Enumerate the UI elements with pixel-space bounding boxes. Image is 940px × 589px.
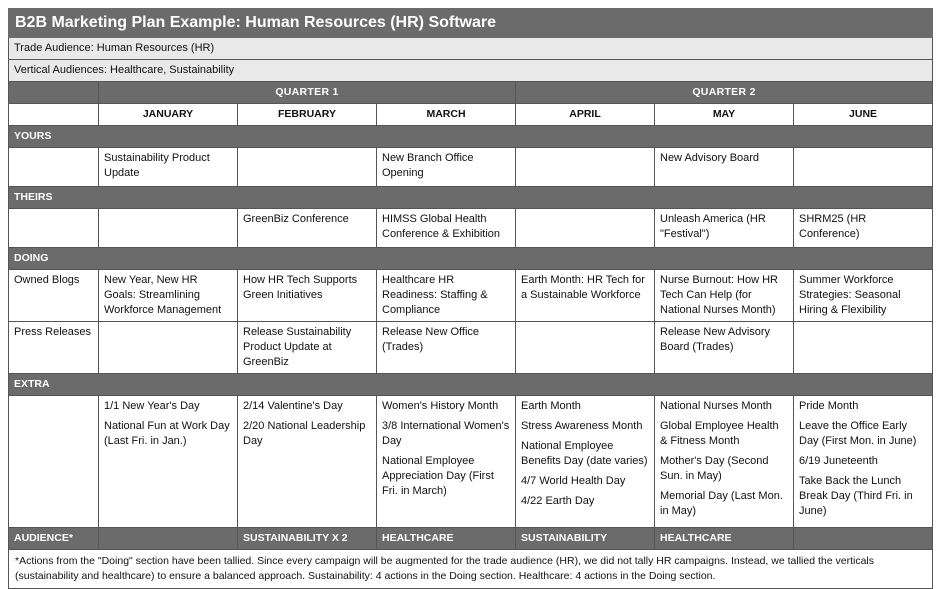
table-cell	[792, 321, 934, 374]
list-item: Women's History Month	[382, 400, 499, 412]
list-item: Earth Month	[521, 400, 581, 412]
table-cell: New Year, New HR Goals: Streamlining Wor…	[98, 269, 238, 322]
quarter-header-row: QUARTER 1 QUARTER 2	[8, 81, 934, 104]
section-label: EXTRA	[7, 373, 934, 396]
list-item: Take Back the Lunch Break Day (Third Fri…	[799, 475, 913, 517]
list-item: 2/14 Valentine's Day	[243, 400, 343, 412]
list-item: Leave the Office Early Day (First Mon. i…	[799, 420, 917, 447]
table-cell: HIMSS Global Health Conference & Exhibit…	[376, 208, 516, 248]
table-cell	[98, 208, 238, 248]
table-cell: SUSTAINABILITY X 2	[237, 527, 377, 550]
table-cell: Women's History Month 3/8 International …	[376, 395, 516, 528]
row-label: Owned Blogs	[8, 269, 99, 322]
table-row: Owned Blogs New Year, New HR Goals: Stre…	[8, 269, 934, 322]
table-cell: Pride Month Leave the Office Early Day (…	[792, 395, 934, 528]
table-cell: HEALTHCARE	[654, 527, 794, 550]
row-label	[8, 208, 99, 248]
table-cell: GreenBiz Conference	[237, 208, 377, 248]
row-label: Press Releases	[8, 321, 99, 374]
empty-cell	[8, 81, 99, 104]
audience-row: AUDIENCE* SUSTAINABILITY X 2 HEALTHCARE …	[8, 527, 934, 550]
section-label: YOURS	[7, 125, 934, 148]
table-cell: Healthcare HR Readiness: Staffing & Comp…	[376, 269, 516, 322]
table-cell	[515, 147, 655, 187]
list-item: 4/7 World Health Day	[521, 475, 626, 487]
table-cell: Release New Office (Trades)	[376, 321, 516, 374]
table-cell	[237, 147, 377, 187]
section-header-theirs: THEIRS	[7, 186, 934, 209]
table-cell	[515, 208, 655, 248]
table-row: 1/1 New Year's Day National Fun at Work …	[8, 395, 934, 528]
table-cell: Unleash America (HR "Festival")	[654, 208, 794, 248]
section-header-doing: DOING	[7, 247, 934, 270]
table-cell	[792, 527, 934, 550]
list-item: 4/22 Earth Day	[521, 495, 595, 507]
table-cell: Release Sustainability Product Update at…	[237, 321, 377, 374]
month-header-april: APRIL	[515, 103, 655, 126]
list-item: 2/20 National Leadership Day	[243, 420, 366, 447]
table-cell: New Advisory Board	[654, 147, 794, 187]
section-header-extra: EXTRA	[7, 373, 934, 396]
footnote: *Actions from the "Doing" section have b…	[7, 549, 934, 589]
month-header-may: MAY	[654, 103, 794, 126]
table-row: Press Releases Release Sustainability Pr…	[8, 321, 934, 374]
row-label: AUDIENCE*	[8, 527, 99, 550]
table-cell	[98, 321, 238, 374]
list-item: Pride Month	[799, 400, 859, 412]
table-cell: Earth Month Stress Awareness Month Natio…	[515, 395, 655, 528]
section-header-yours: YOURS	[7, 125, 934, 148]
table-cell	[98, 527, 238, 550]
row-label	[8, 395, 99, 528]
list-item: Mother's Day (Second Sun. in May)	[660, 455, 769, 482]
table-cell: Summer Workforce Strategies: Seasonal Hi…	[792, 269, 934, 322]
title-row: B2B Marketing Plan Example: Human Resour…	[7, 8, 934, 38]
table-cell: Nurse Burnout: How HR Tech Can Help (for…	[654, 269, 794, 322]
marketing-plan-table: B2B Marketing Plan Example: Human Resour…	[7, 8, 934, 589]
table-cell: SHRM25 (HR Conference)	[792, 208, 934, 248]
quarter-2-header: QUARTER 2	[514, 81, 934, 104]
marketing-plan: B2B Marketing Plan Example: Human Resour…	[7, 8, 934, 589]
list-item: 6/19 Juneteenth	[799, 455, 878, 467]
trade-audience-row: Trade Audience: Human Resources (HR)	[7, 37, 934, 60]
vertical-audiences: Vertical Audiences: Healthcare, Sustaina…	[7, 59, 934, 82]
month-header-june: JUNE	[792, 103, 934, 126]
month-header-march: MARCH	[376, 103, 516, 126]
month-header-january: JANUARY	[98, 103, 238, 126]
section-label: DOING	[7, 247, 934, 270]
list-item: 1/1 New Year's Day	[104, 400, 200, 412]
footnote-row: *Actions from the "Doing" section have b…	[7, 549, 934, 589]
table-cell: HEALTHCARE	[376, 527, 516, 550]
month-header-february: FEBRUARY	[237, 103, 377, 126]
list-item: National Employee Benefits Day (date var…	[521, 440, 648, 467]
table-cell	[792, 147, 934, 187]
table-cell: Earth Month: HR Tech for a Sustainable W…	[515, 269, 655, 322]
table-cell: 1/1 New Year's Day National Fun at Work …	[98, 395, 238, 528]
table-cell: New Branch Office Opening	[376, 147, 516, 187]
trade-audience: Trade Audience: Human Resources (HR)	[7, 37, 934, 60]
table-cell: Release New Advisory Board (Trades)	[654, 321, 794, 374]
list-item: National Employee Appreciation Day (Firs…	[382, 455, 494, 497]
list-item: 3/8 International Women's Day	[382, 420, 510, 447]
table-cell: SUSTAINABILITY	[515, 527, 655, 550]
list-item: Memorial Day (Last Mon. in May)	[660, 490, 783, 517]
table-row: Sustainability Product Update New Branch…	[8, 147, 934, 187]
list-item: Global Employee Health & Fitness Month	[660, 420, 779, 447]
quarter-1-header: QUARTER 1	[98, 81, 516, 104]
page-title: B2B Marketing Plan Example: Human Resour…	[7, 8, 934, 38]
empty-cell	[8, 103, 99, 126]
table-cell: Sustainability Product Update	[98, 147, 238, 187]
table-cell: National Nurses Month Global Employee He…	[654, 395, 794, 528]
section-label: THEIRS	[7, 186, 934, 209]
list-item: Stress Awareness Month	[521, 420, 643, 432]
list-item: National Fun at Work Day (Last Fri. in J…	[104, 420, 230, 447]
row-label	[8, 147, 99, 187]
vertical-audiences-row: Vertical Audiences: Healthcare, Sustaina…	[7, 59, 934, 82]
month-header-row: JANUARY FEBRUARY MARCH APRIL MAY JUNE	[8, 103, 934, 126]
list-item: National Nurses Month	[660, 400, 772, 412]
table-row: GreenBiz Conference HIMSS Global Health …	[8, 208, 934, 248]
table-cell: 2/14 Valentine's Day 2/20 National Leade…	[237, 395, 377, 528]
table-cell	[515, 321, 655, 374]
table-cell: How HR Tech Supports Green Initiatives	[237, 269, 377, 322]
